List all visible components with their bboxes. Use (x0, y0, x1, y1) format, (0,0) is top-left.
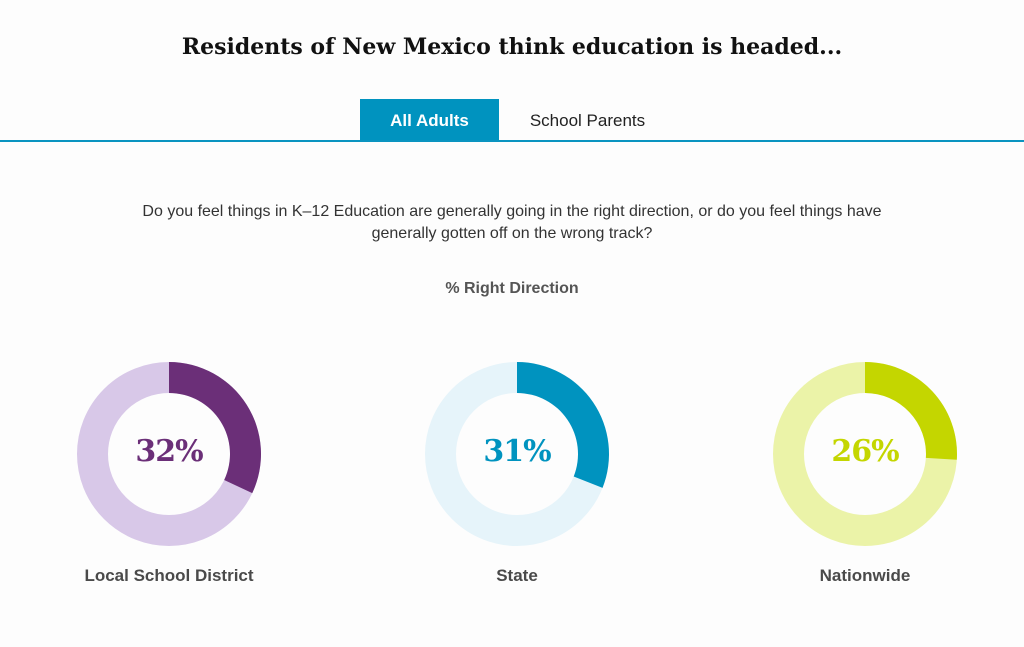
donut-label-nationwide: Nationwide (819, 566, 911, 585)
donut-label-local: Local School District (84, 566, 254, 585)
donut-value-state: 31% (483, 434, 551, 469)
chart-subtitle: % Right Direction (445, 280, 579, 297)
donut-value-local: 32% (135, 434, 203, 469)
page-title: Residents of New Mexico think education … (181, 34, 843, 60)
survey-question: Do you feel things in K–12 Education are… (142, 203, 882, 242)
donut-slice (169, 362, 261, 494)
donut-value-nationwide: 26% (831, 434, 899, 469)
tab-all-adults[interactable]: All Adults (360, 99, 499, 140)
donut-slice (865, 362, 957, 460)
tab-school-parents[interactable]: School Parents (529, 111, 646, 130)
donut-label-state: State (496, 566, 538, 585)
donut-slice (517, 362, 609, 488)
tab-bar: All Adults School Parents (0, 99, 1024, 142)
